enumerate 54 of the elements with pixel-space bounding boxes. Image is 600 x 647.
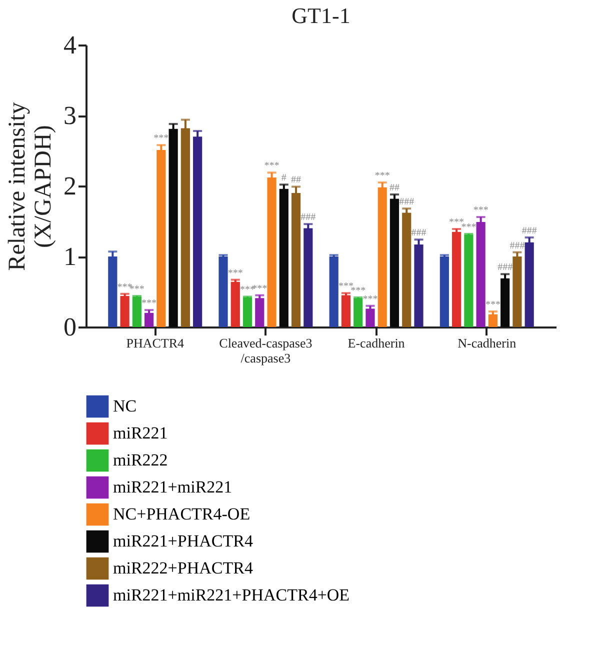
data-label: # (281, 172, 286, 184)
legend-label: NC+PHACTR4-OE (113, 504, 250, 524)
bar (279, 188, 288, 327)
data-label: ## (291, 174, 302, 186)
bar (500, 278, 510, 327)
bar (524, 242, 534, 327)
y-tick-label: 3 (64, 101, 76, 130)
data-label: ### (411, 228, 426, 239)
x-tick-label: PHACTR4 (126, 336, 185, 350)
legend-label: miR221+miR221+PHACTR4+OE (113, 586, 350, 604)
x-tick-label: E-cadherin (348, 336, 406, 350)
legend-label: miR221 (113, 424, 168, 442)
data-label: *** (461, 222, 476, 233)
y-tick-label: 4 (64, 30, 76, 60)
data-label: *** (264, 160, 280, 172)
bar (242, 297, 252, 327)
data-label: ### (300, 212, 316, 224)
x-tick-label: N-cadherin (458, 336, 517, 350)
data-label: ## (389, 182, 400, 194)
data-label: *** (473, 205, 488, 216)
data-label: *** (374, 170, 390, 182)
data-label: *** (485, 299, 500, 310)
legend-label: miR222 (113, 450, 168, 470)
bar (108, 256, 118, 327)
bar (476, 222, 486, 327)
data-label: *** (362, 294, 378, 305)
bar (402, 212, 412, 327)
bar (390, 198, 400, 327)
y-tick-label: 1 (64, 242, 76, 271)
data-label: ### (522, 225, 537, 236)
bar (304, 228, 313, 327)
data-label: *** (228, 268, 243, 279)
y-tick-label: 2 (64, 172, 76, 200)
bar (267, 178, 276, 327)
bar (378, 187, 387, 327)
bar (414, 244, 424, 327)
bar (512, 256, 522, 327)
data-label: *** (142, 298, 157, 310)
data-label: ### (498, 262, 513, 274)
y-tick-label: 0 (64, 312, 76, 342)
legend-label: miR222+PHACTR4 (113, 558, 254, 578)
x-tick-label: Cleaved-caspase3 /caspase3 (219, 336, 312, 366)
bar (168, 128, 178, 327)
data-label: *** (252, 283, 268, 294)
data-label: ### (399, 196, 414, 208)
legend-label: miR221+miR221 (113, 478, 232, 496)
data-label: *** (350, 285, 366, 296)
y-axis-title: Relative intensity (X/GAPDH) (4, 102, 56, 271)
legend-label: NC (113, 396, 137, 416)
data-label: ### (510, 240, 525, 252)
chart-title: GT1-1 (292, 3, 350, 28)
data-label: *** (154, 133, 169, 144)
bar (156, 150, 166, 327)
legend-label: miR221+PHACTR4 (113, 532, 254, 550)
